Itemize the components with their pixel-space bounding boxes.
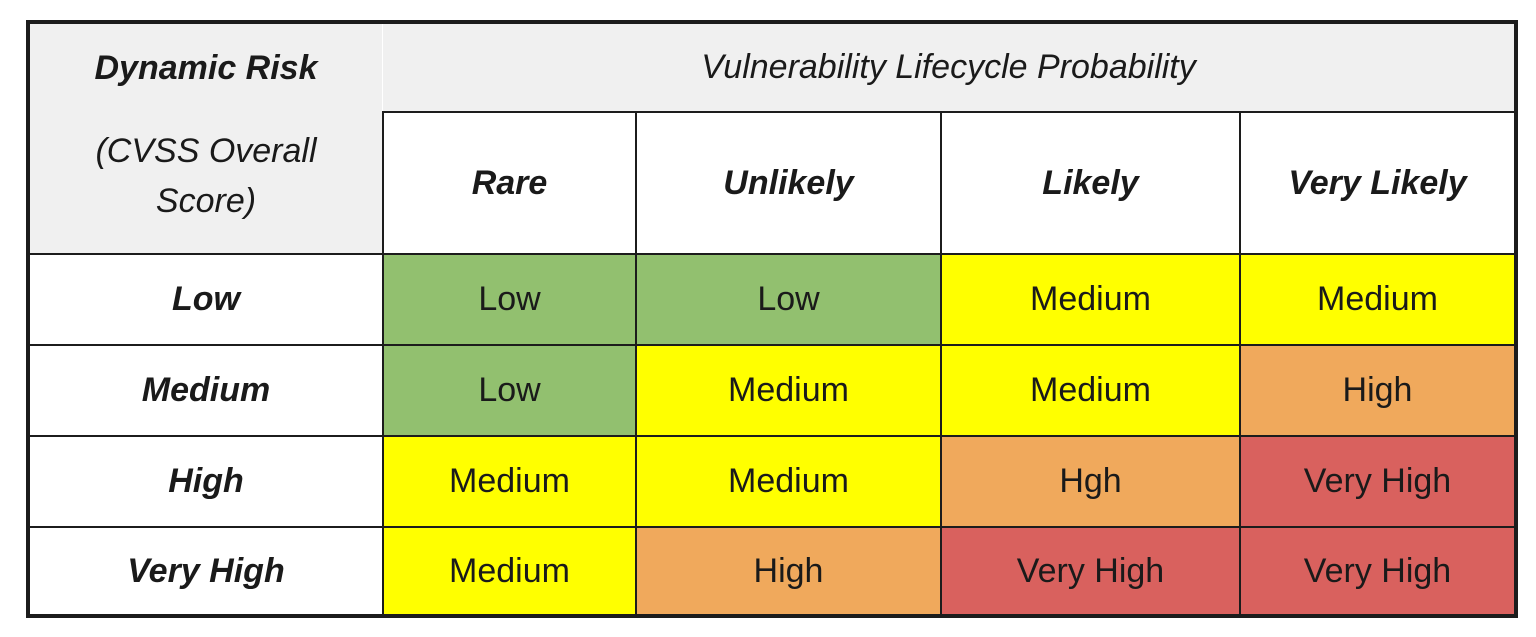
risk-cell: Medium bbox=[940, 344, 1241, 437]
header-row-columns: Rare Unlikely Likely Very Likely bbox=[28, 111, 1517, 255]
risk-cell: Medium bbox=[382, 526, 637, 617]
risk-cell: Medium bbox=[635, 344, 942, 437]
risk-cell: Very High bbox=[1239, 435, 1517, 528]
risk-cell: Medium bbox=[382, 435, 637, 528]
risk-cell: Very High bbox=[940, 526, 1241, 617]
table-row-medium: Medium Low Medium Medium High bbox=[27, 344, 1517, 437]
risk-matrix-table: Dynamic Risk (CVSS Overall Score) Vulner… bbox=[26, 20, 1518, 618]
table-row-very-high: Very High Medium High Very High Very Hig… bbox=[27, 526, 1517, 617]
risk-cell: Medium bbox=[635, 435, 942, 528]
row-header-medium: Medium bbox=[27, 344, 384, 437]
corner-subtitle: (CVSS Overall Score) bbox=[95, 132, 317, 220]
table-row-low: Low Low Low Medium Medium bbox=[27, 253, 1517, 346]
risk-cell: Medium bbox=[1239, 253, 1517, 346]
risk-cell: Medium bbox=[940, 253, 1241, 346]
risk-cell: Low bbox=[382, 344, 637, 437]
corner-cell: Dynamic Risk (CVSS Overall Score) bbox=[28, 22, 383, 254]
table-row-high: High Medium Medium Hgh Very High bbox=[27, 435, 1517, 528]
corner-title: Dynamic Risk bbox=[94, 49, 318, 87]
header-row-probability: Dynamic Risk (CVSS Overall Score) Vulner… bbox=[28, 22, 1516, 254]
risk-cell: Low bbox=[635, 253, 942, 346]
risk-cell: Hgh bbox=[940, 435, 1241, 528]
column-header-rare: Rare bbox=[382, 111, 637, 255]
row-header-high: High bbox=[27, 435, 384, 528]
risk-cell: Low bbox=[382, 253, 637, 346]
risk-cell: High bbox=[635, 526, 942, 617]
column-header-likely: Likely bbox=[940, 111, 1241, 255]
column-header-unlikely: Unlikely bbox=[635, 111, 942, 255]
column-header-very-likely: Very Likely bbox=[1239, 111, 1517, 255]
row-header-very-high: Very High bbox=[27, 526, 384, 617]
risk-cell: Very High bbox=[1239, 526, 1517, 617]
probability-header: Vulnerability Lifecycle Probability bbox=[383, 22, 1516, 112]
risk-cell: High bbox=[1239, 344, 1517, 437]
row-header-low: Low bbox=[27, 253, 384, 346]
